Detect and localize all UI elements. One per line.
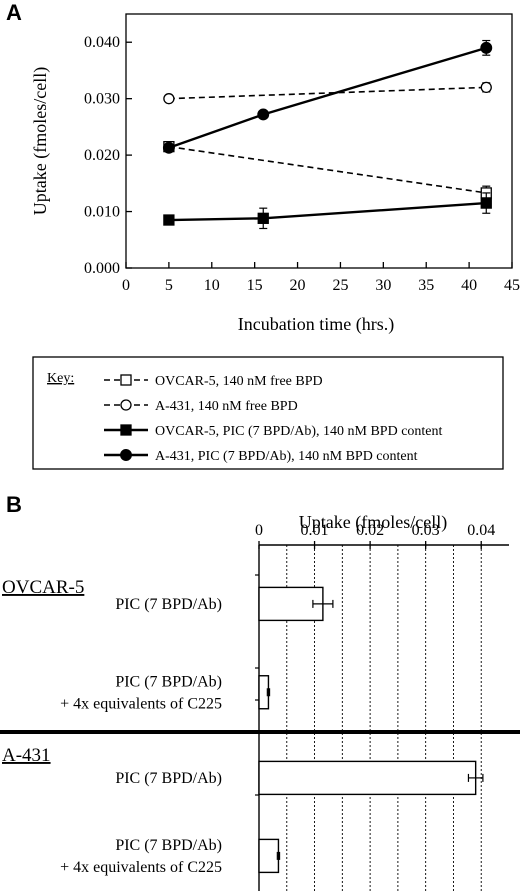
x-tick-label: 35 — [418, 277, 434, 294]
bar-label: PIC (7 BPD/Ab) — [115, 770, 222, 787]
series-line — [168, 145, 487, 194]
x-tick-label: 0.04 — [467, 522, 495, 539]
x-tick-label: 0 — [122, 277, 130, 294]
data-point-filled-circle — [480, 41, 493, 54]
x-tick-label: 10 — [204, 277, 220, 294]
series-line — [168, 201, 487, 222]
panel-a-y-axis-title: Uptake (fmoles/cell) — [30, 67, 51, 215]
legend-label: OVCAR-5, 140 nM free BPD — [155, 374, 323, 389]
legend-item: OVCAR-5, 140 nM free BPD — [104, 374, 323, 389]
legend-box — [32, 356, 504, 470]
bar-label: PIC (7 BPD/Ab) — [115, 673, 222, 690]
data-point-open-circle — [163, 93, 175, 105]
panel-b-bars — [258, 586, 484, 874]
legend-items: OVCAR-5, 140 nM free BPD A-431, 140 nM fr… — [104, 374, 443, 464]
x-tick-label: 20 — [290, 277, 306, 294]
data-point-open-square — [120, 374, 132, 386]
x-tick-label: 25 — [332, 277, 348, 294]
x-tick-label: 45 — [504, 277, 520, 294]
x-tick-label: 30 — [375, 277, 391, 294]
data-point-filled-square — [120, 424, 132, 436]
data-point-filled-square — [257, 212, 269, 224]
y-tick-label: 0.040 — [84, 34, 120, 51]
y-tick-label: 0.010 — [84, 204, 120, 221]
legend-label: A-431, 140 nM free BPD — [155, 399, 298, 414]
data-point-filled-circle — [120, 449, 132, 461]
panel-a-x-ticks: 0 5 10 15 20 25 30 35 40 45 — [122, 262, 520, 294]
bar-label: PIC (7 BPD/Ab) — [115, 837, 222, 854]
legend-title: Key: — [47, 371, 74, 386]
panel-a-y-ticks: 0.000 0.010 0.020 0.030 0.040 — [84, 34, 132, 277]
data-point-filled-square — [480, 197, 492, 209]
panel-b-labels: OVCAR-5 PIC (7 BPD/Ab) PIC (7 BPD/Ab) + 4x … — [2, 577, 222, 876]
panel-a-x-axis-title: Incubation time (hrs.) — [238, 314, 394, 335]
data-point-filled-circle — [257, 108, 270, 121]
bar — [258, 838, 280, 874]
panel-b-x-axis-title: Uptake (fmoles/cell) — [299, 512, 447, 533]
legend-label: OVCAR-5, PIC (7 BPD/Ab), 140 nM BPD cont… — [155, 424, 443, 439]
x-tick-label: 40 — [461, 277, 477, 294]
y-tick-label: 0.020 — [84, 147, 120, 164]
x-tick-label: 0.02 — [356, 522, 384, 539]
legend-item: OVCAR-5, PIC (7 BPD/Ab), 140 nM BPD cont… — [104, 424, 443, 439]
x-tick-label: 0.03 — [412, 522, 440, 539]
bar-label: PIC (7 BPD/Ab) — [115, 596, 222, 613]
panel-b-label: B — [6, 492, 22, 517]
series-group — [163, 192, 492, 230]
legend-label: A-431, PIC (7 BPD/Ab), 140 nM BPD conten… — [155, 449, 418, 464]
x-tick-label: 15 — [247, 277, 263, 294]
bar — [258, 760, 477, 796]
series-group — [163, 81, 492, 105]
data-point-open-circle — [480, 81, 492, 94]
series-line — [168, 86, 487, 100]
x-tick-label: 5 — [165, 277, 173, 294]
series-group — [163, 140, 492, 201]
y-tick-label: 0.030 — [84, 91, 120, 108]
series-line — [168, 46, 487, 149]
x-tick-label: 0.01 — [301, 522, 329, 539]
y-tick-label: 0.000 — [84, 260, 120, 277]
data-point-filled-circle — [162, 141, 175, 154]
group-label: OVCAR-5 — [2, 577, 84, 598]
plot-a-frame — [125, 13, 513, 269]
data-point-open-circle — [120, 399, 132, 411]
legend-item: A-431, 140 nM free BPD — [104, 399, 298, 414]
panel-a-label: A — [6, 0, 22, 25]
series-group — [162, 39, 493, 154]
bar — [258, 586, 324, 622]
x-tick-label: 0 — [255, 522, 263, 539]
panel-a-series — [162, 39, 493, 230]
data-point-filled-square — [163, 214, 175, 226]
group-label: A-431 — [2, 745, 51, 766]
bar-label: + 4x equivalents of C225 — [60, 859, 222, 876]
bar-label: + 4x equivalents of C225 — [60, 695, 222, 712]
legend-item: A-431, PIC (7 BPD/Ab), 140 nM BPD conten… — [104, 449, 418, 464]
